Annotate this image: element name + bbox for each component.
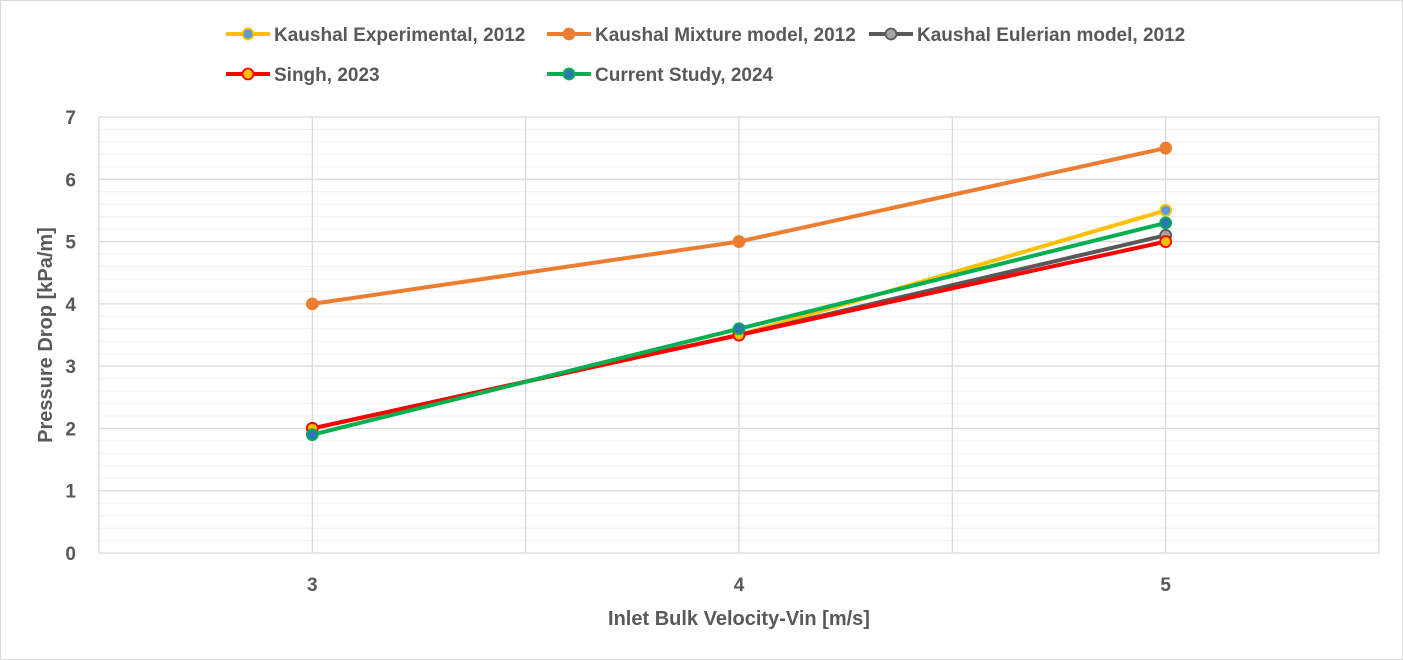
- legend-label: Kaushal Mixture model, 2012: [595, 25, 856, 46]
- legend-label: Current Study, 2024: [595, 65, 774, 86]
- legend-item-5: Current Study, 2024: [547, 65, 774, 86]
- data-point-5: [305, 428, 319, 442]
- legend-label: Singh, 2023: [274, 65, 380, 86]
- legend-item-3: Kaushal Eulerian model, 2012: [869, 25, 1185, 46]
- y-tick-label: 7: [65, 108, 76, 129]
- x-axis-title: Inlet Bulk Velocity-Vin [m/s]: [608, 608, 870, 630]
- data-point-2: [305, 297, 319, 311]
- data-point-1: [1159, 204, 1173, 217]
- y-axis-title: Pressure Drop [kPa/m]: [35, 227, 57, 443]
- legend: Kaushal Experimental, 2012 Kaushal Mixtur…: [226, 25, 1185, 86]
- legend-item-2: Kaushal Mixture model, 2012: [547, 25, 856, 46]
- y-axis-ticks: 0 1 2 3 4 5 6 7: [65, 108, 76, 565]
- y-tick-label: 2: [65, 419, 76, 440]
- y-tick-label: 0: [65, 544, 76, 565]
- legend-swatch-marker: [884, 27, 898, 41]
- legend-swatch-marker: [562, 27, 576, 41]
- legend-label: Kaushal Experimental, 2012: [274, 25, 525, 46]
- x-axis-ticks: 3 4 5: [307, 575, 1171, 596]
- data-point-4: [1159, 235, 1173, 248]
- data-point-5: [732, 322, 746, 336]
- legend-item-4: Singh, 2023: [226, 65, 380, 86]
- series-markers: [305, 141, 1173, 442]
- x-tick-label: 4: [734, 575, 745, 596]
- x-tick-label: 3: [307, 575, 318, 596]
- y-tick-label: 3: [65, 357, 76, 378]
- legend-label: Kaushal Eulerian model, 2012: [917, 25, 1185, 46]
- legend-swatch-marker: [562, 67, 576, 81]
- y-tick-label: 4: [65, 295, 76, 316]
- data-point-2: [1159, 141, 1173, 155]
- data-point-5: [1159, 216, 1173, 230]
- y-tick-label: 5: [65, 233, 76, 254]
- legend-item-1: Kaushal Experimental, 2012: [226, 25, 525, 46]
- y-tick-label: 6: [65, 170, 76, 191]
- y-tick-label: 1: [65, 482, 76, 503]
- x-tick-label: 5: [1160, 575, 1171, 596]
- legend-swatch-marker: [241, 67, 255, 81]
- legend-swatch-marker: [241, 27, 255, 41]
- data-point-2: [732, 235, 746, 248]
